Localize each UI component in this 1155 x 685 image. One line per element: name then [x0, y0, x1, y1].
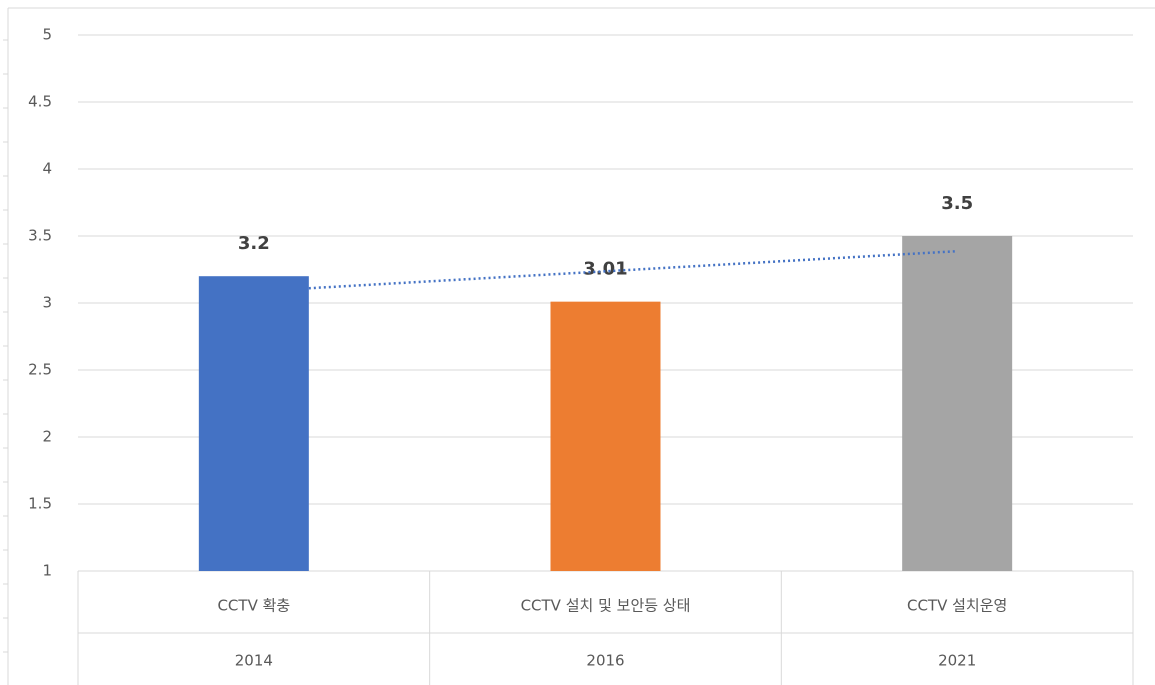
x-group-label: 2016 — [586, 652, 624, 670]
value-label: 3.2 — [238, 233, 270, 254]
bar — [198, 276, 309, 571]
y-tick-label: 3.5 — [28, 227, 52, 245]
y-tick-label: 4 — [42, 160, 52, 178]
value-label: 3.5 — [941, 193, 973, 214]
y-tick-label: 4.5 — [28, 93, 52, 111]
x-tick-label: CCTV 설치 및 보안등 상태 — [521, 597, 691, 615]
bar — [550, 301, 661, 571]
x-group-label: 2014 — [235, 652, 273, 670]
y-tick-label: 1 — [42, 562, 52, 580]
y-tick-label: 5 — [42, 26, 52, 44]
y-tick-label: 3 — [42, 294, 52, 312]
y-tick-label: 2.5 — [28, 361, 52, 379]
trendline — [308, 249, 958, 290]
y-tick-label: 2 — [42, 428, 52, 446]
value-label: 3.01 — [583, 259, 627, 280]
x-tick-label: CCTV 확충 — [217, 597, 290, 615]
x-tick-label: CCTV 설치운영 — [907, 597, 1007, 615]
y-tick-label: 1.5 — [28, 495, 52, 513]
x-group-label: 2021 — [938, 652, 976, 670]
bar — [902, 236, 1013, 571]
